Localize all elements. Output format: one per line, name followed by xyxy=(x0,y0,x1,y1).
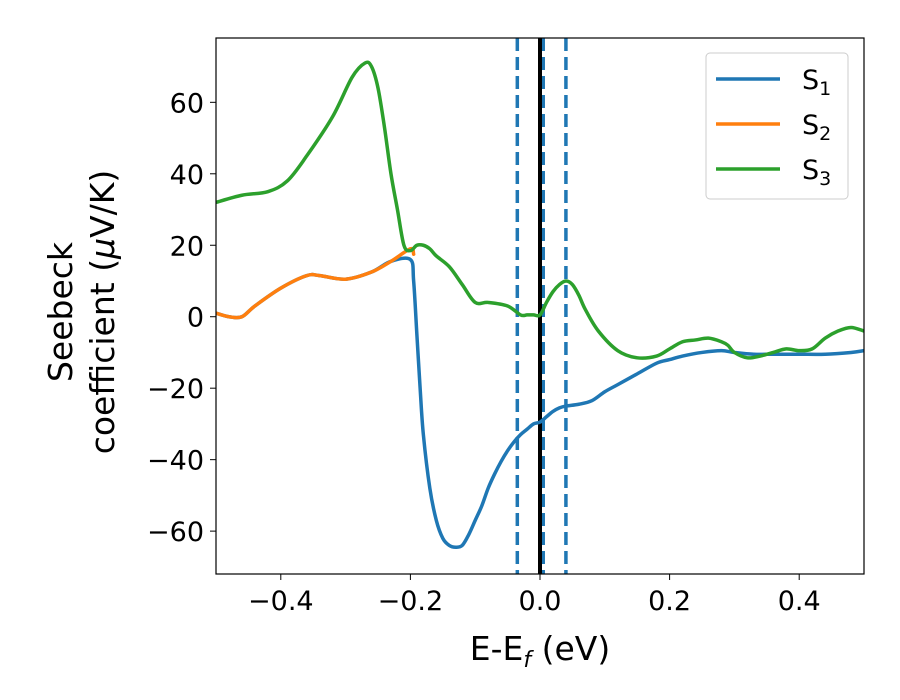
x-axis-title-sub: f xyxy=(523,648,534,673)
y-axis-title-line2: coefficient (μV/K) xyxy=(83,170,122,455)
legend: S1 S2 S3 xyxy=(705,52,849,200)
y-axis-title-line2-pre: coefficient ( xyxy=(83,259,122,454)
x-tick-label: −0.2 xyxy=(378,586,444,617)
legend-label-s2: S2 xyxy=(802,110,831,145)
y-tick-label: 0 xyxy=(187,303,204,334)
reference-lines xyxy=(515,38,568,574)
series-line-s3 xyxy=(216,60,864,360)
series-lines xyxy=(216,60,864,549)
x-tick-label: −0.4 xyxy=(248,586,314,617)
x-tick-label: 0.0 xyxy=(519,586,562,617)
legend-box xyxy=(705,52,849,200)
x-axis-ticks: −0.4 −0.2 0.0 0.2 0.4 xyxy=(248,574,821,617)
x-tick-label: 0.2 xyxy=(648,586,691,617)
legend-label-s3: S3 xyxy=(802,155,831,190)
y-tick-label: −40 xyxy=(147,446,204,477)
y-tick-label: 60 xyxy=(170,88,204,119)
x-tick-label: 0.4 xyxy=(778,586,821,617)
y-axis-title-line2-post: V/K) xyxy=(83,170,122,238)
x-axis-title-main: E-E xyxy=(470,629,524,668)
y-tick-label: −60 xyxy=(147,517,204,548)
y-axis-title: Seebeck coefficient (μV/K) xyxy=(41,170,122,455)
x-axis-title: E-Ef (eV) xyxy=(470,629,610,673)
y-tick-label: −20 xyxy=(147,374,204,405)
x-axis-title-unit: (eV) xyxy=(531,629,610,668)
y-axis-title-line1: Seebeck xyxy=(41,241,80,382)
y-tick-label: 20 xyxy=(170,231,204,262)
y-axis-ticks: −60 −40 −20 0 20 40 60 xyxy=(147,88,216,548)
series-line-s2 xyxy=(216,246,416,320)
y-axis-title-mu: μ xyxy=(83,238,122,260)
legend-label-s1: S1 xyxy=(802,65,831,100)
y-tick-label: 40 xyxy=(170,160,204,191)
